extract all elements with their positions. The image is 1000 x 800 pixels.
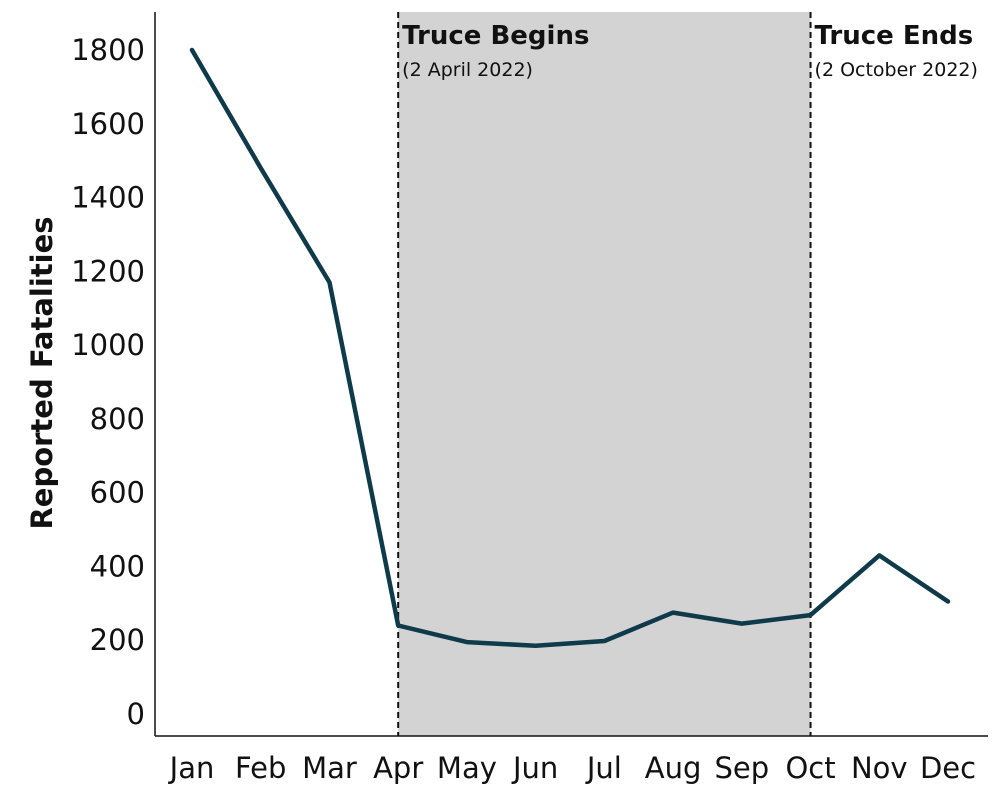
x-tick-label: Oct: [785, 751, 835, 785]
y-tick-label: 400: [90, 549, 145, 583]
series-line: [189, 47, 951, 649]
y-tick-label: 1000: [71, 328, 145, 362]
truce-begins-label: Truce Begins: [402, 21, 589, 51]
truce-ends-date: (2 October 2022): [815, 59, 978, 81]
x-tick-label: Sep: [714, 751, 769, 785]
x-tick-label: Mar: [302, 751, 357, 785]
x-tick-label: Aug: [645, 751, 702, 785]
y-tick-label: 1400: [71, 181, 145, 215]
truce-ends-label: Truce Ends: [815, 21, 974, 51]
x-tick-labels: Jan Feb Mar Apr May Jun Jul Aug Sep Oct Nov Dec: [168, 751, 976, 785]
x-tick-label: Jan: [168, 751, 215, 785]
x-tick-label: Jul: [585, 751, 622, 785]
y-tick-labels: 1800 1600 1400 1200 1000 800 600 400 200 0: [71, 33, 145, 731]
x-tick-label: Dec: [920, 751, 976, 785]
y-tick-label: 1200: [71, 254, 145, 288]
y-tick-label: 600: [90, 476, 145, 510]
truce-period-shading: [398, 12, 811, 736]
y-tick-label: 800: [90, 402, 145, 436]
x-tick-label: Apr: [373, 751, 423, 785]
y-tick-label: 0: [127, 697, 145, 731]
truce-begins-date: (2 April 2022): [402, 59, 533, 81]
x-tick-label: Feb: [235, 751, 286, 785]
y-tick-label: 200: [90, 623, 145, 657]
y-tick-label: 1600: [71, 107, 145, 141]
x-tick-label: May: [437, 751, 497, 785]
y-axis-label: Reported Fatalities: [25, 216, 59, 529]
x-tick-label: Jun: [511, 751, 558, 785]
x-tick-label: Nov: [851, 751, 908, 785]
y-tick-label: 1800: [71, 33, 145, 67]
